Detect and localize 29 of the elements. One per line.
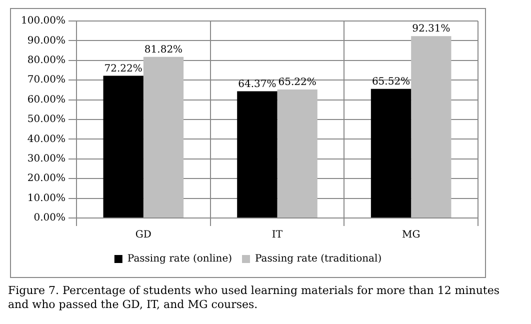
data-label: 65.52% [372,76,410,88]
bar [103,76,144,218]
y-tick-label: 50.00% [27,114,66,126]
x-tick-label: IT [272,230,283,241]
data-label: 65.22% [278,77,316,88]
bar [370,88,412,218]
data-label: 81.82% [144,44,183,56]
data-label: 72.22% [104,63,142,74]
x-tick-label: GD [135,230,152,241]
y-tick-label: 0.00% [34,212,66,224]
y-tick-label: 90.00% [27,35,66,46]
y-tick-label: 100.00% [20,16,66,27]
y-tick-label: 60.00% [27,94,66,106]
bar [411,36,452,218]
bar [143,56,184,218]
y-tick-label: 30.00% [27,153,66,164]
bar [237,91,278,218]
data-label: 92.31% [412,24,450,35]
legend-label: Passing rate (traditional) [255,254,382,265]
bar [277,90,318,218]
data-label: 64.37% [238,78,276,90]
y-tick-label: 20.00% [27,173,66,184]
x-tick-label: MG [402,230,420,241]
y-tick-label: 70.00% [27,74,66,86]
y-tick-label: 40.00% [27,134,66,145]
legend-label: Passing rate (online) [127,254,232,265]
y-tick-label: 80.00% [27,54,66,66]
y-tick-label: 10.00% [27,192,66,204]
caption: Figure 7. Percentage of students who used learning materials for more than 12 minutes and who passed the GD, IT, and MG courses. [8,284,501,312]
